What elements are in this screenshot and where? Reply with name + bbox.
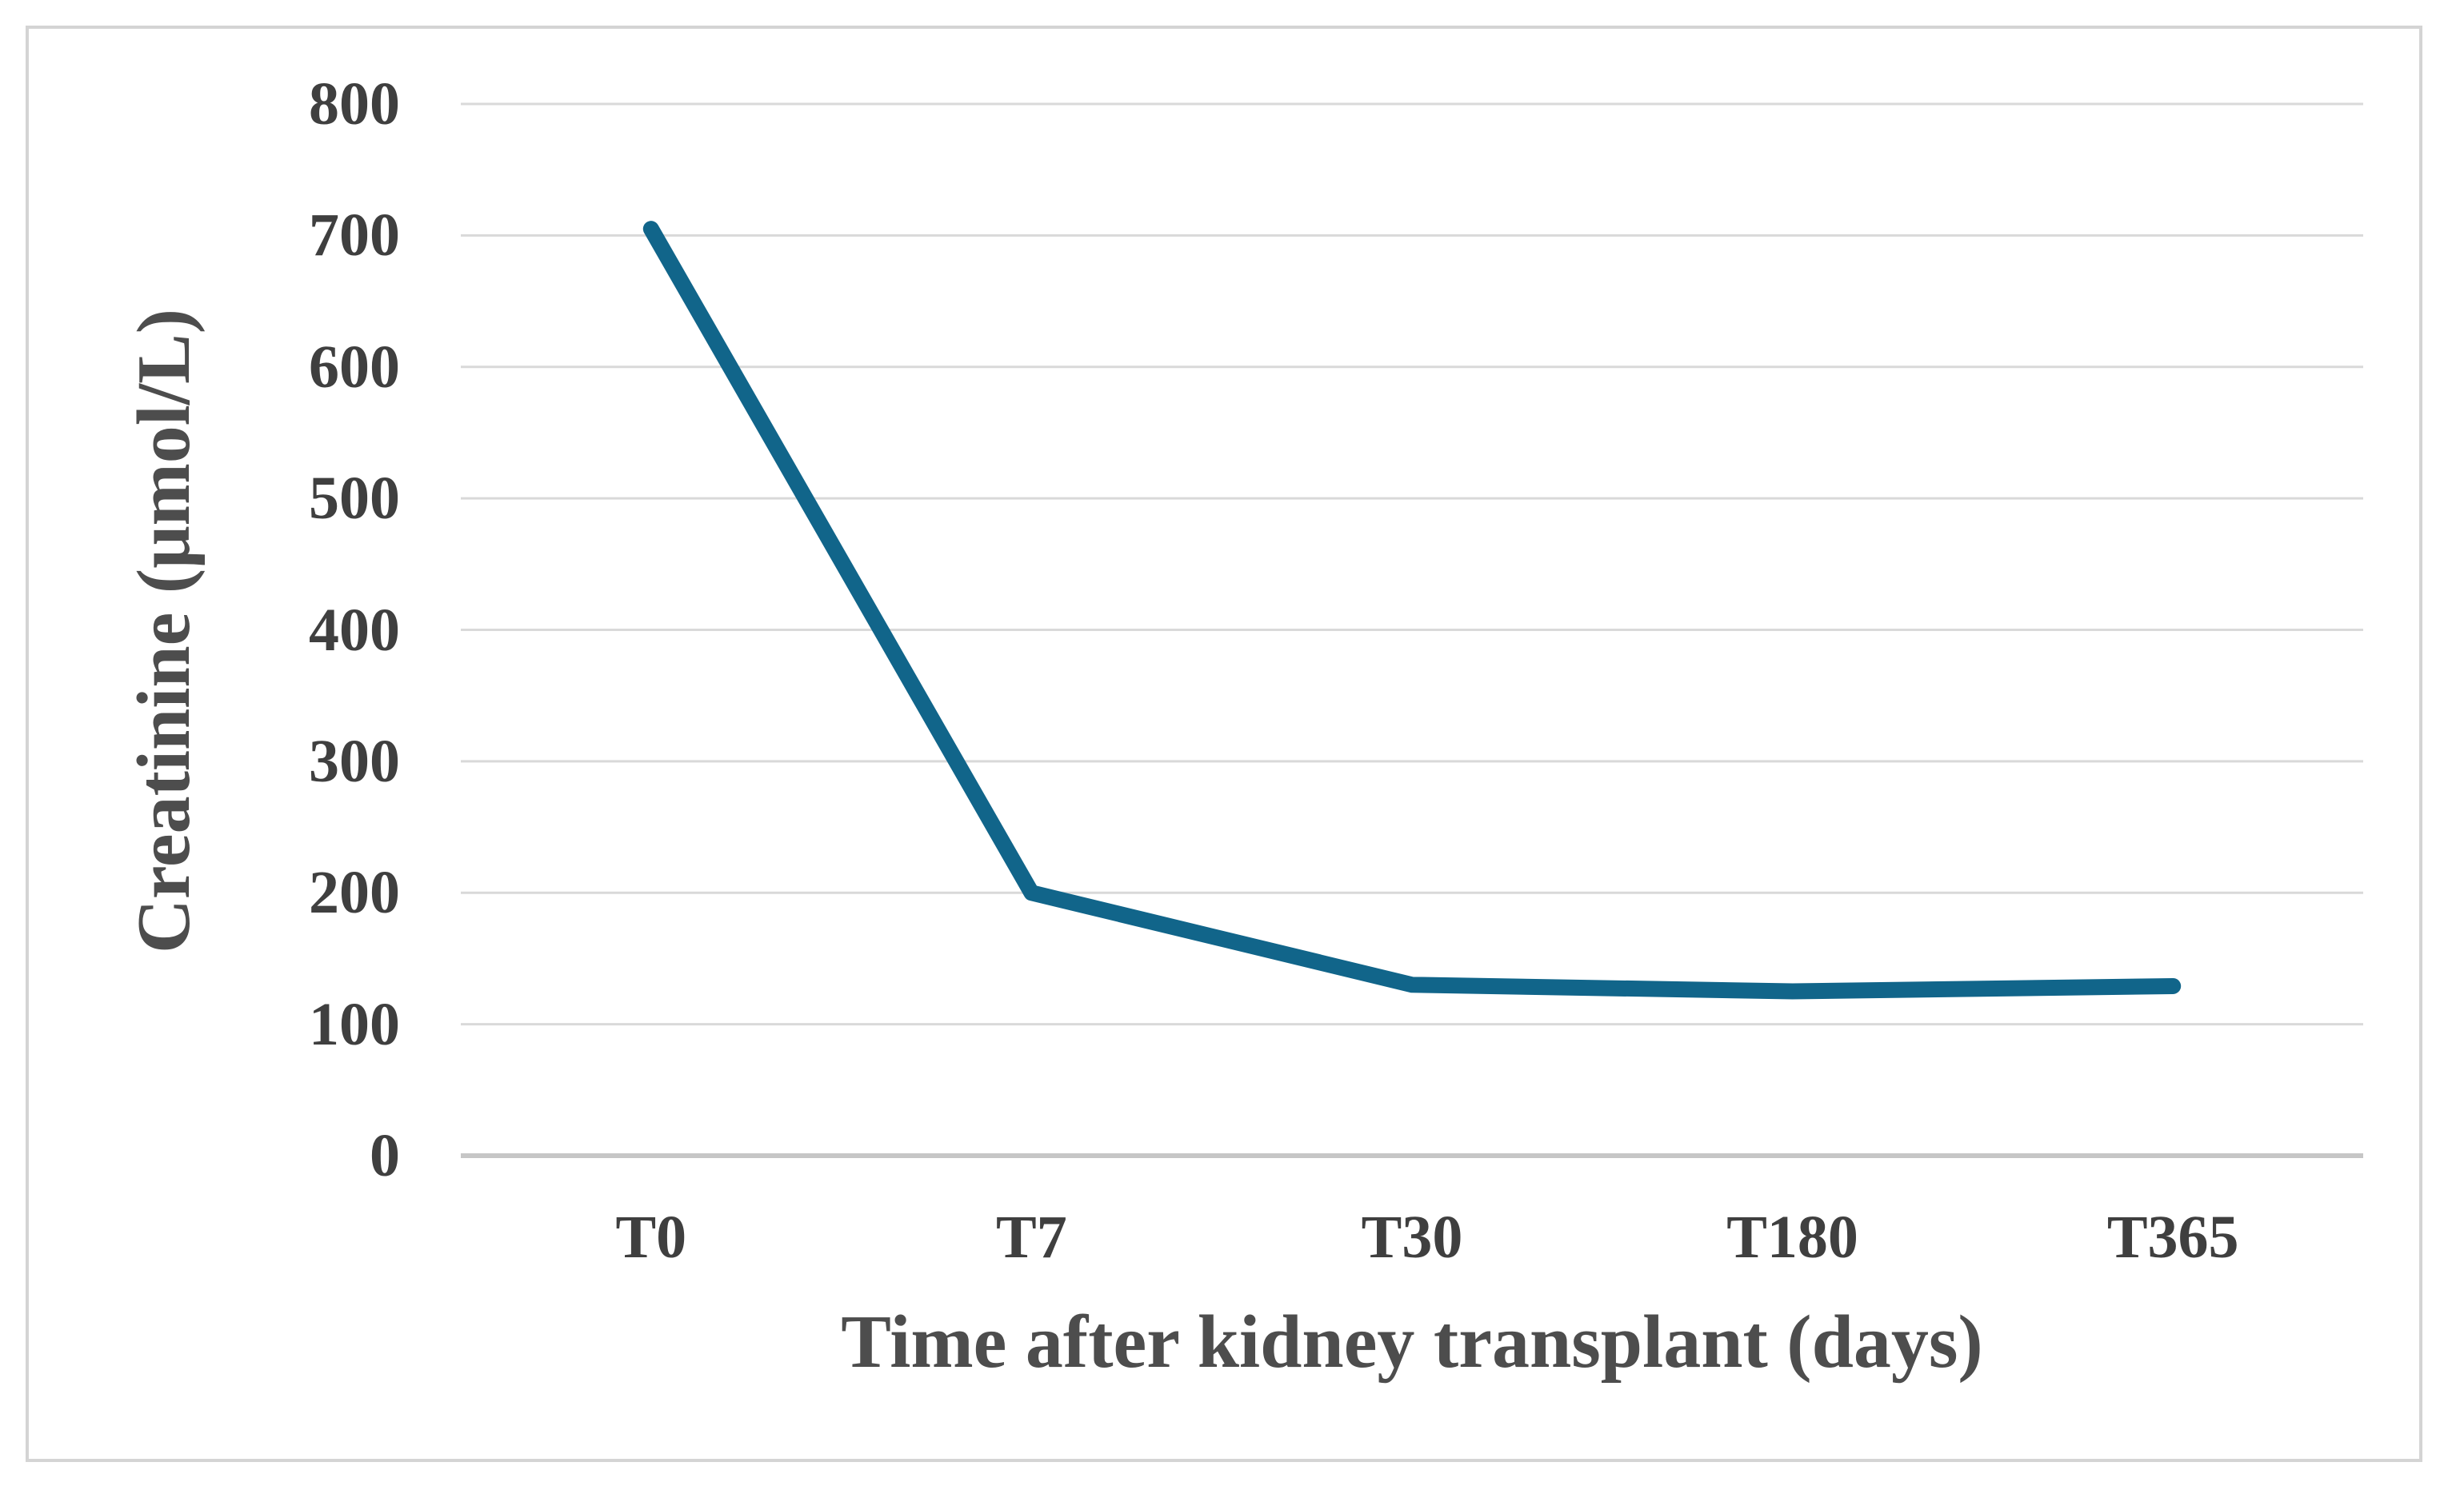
figure-border — [26, 26, 2422, 1462]
y-tick-label-400: 400 — [309, 596, 400, 664]
series-line-creatinine — [642, 221, 2182, 1000]
x-axis-title: Time after kidney transplant (days) — [841, 1300, 1983, 1384]
y-tick-label-300: 300 — [309, 727, 400, 795]
x-tick-label-t7: T7 — [996, 1204, 1067, 1271]
y-tick-label-800: 800 — [309, 70, 400, 138]
y-tick-label-700: 700 — [309, 202, 400, 270]
y-tick-label-0: 0 — [370, 1122, 400, 1189]
y-tick-label-200: 200 — [309, 859, 400, 927]
x-tick-label-t180: T180 — [1726, 1204, 1858, 1271]
x-tick-label-t365: T365 — [2106, 1204, 2239, 1271]
x-tick-label-t30: T30 — [1361, 1204, 1463, 1271]
x-tick-label-t0: T0 — [615, 1204, 687, 1271]
y-axis-title: Creatinine (μmol/L) — [122, 308, 206, 954]
y-tick-label-600: 600 — [309, 333, 400, 401]
y-tick-label-100: 100 — [309, 990, 400, 1058]
y-tick-label-500: 500 — [309, 465, 400, 533]
